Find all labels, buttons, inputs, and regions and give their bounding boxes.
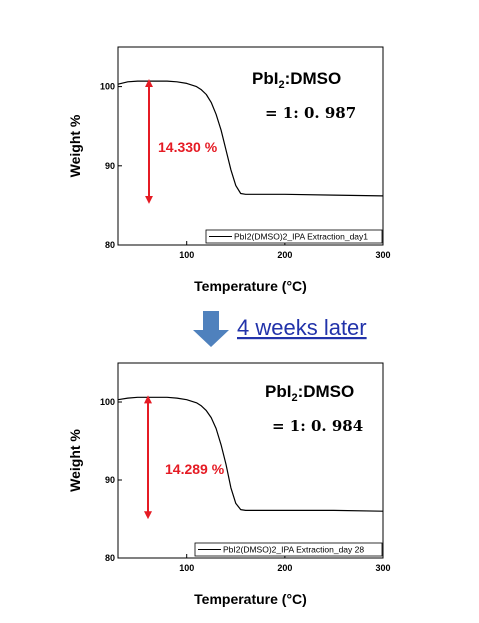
transition-label: 4 weeks later xyxy=(237,315,367,340)
transition-group: 4 weeks later xyxy=(193,311,367,347)
y-tick-label: 100 xyxy=(100,397,115,407)
chart-1: 100 200 300 80 90 100 Weight % Temperature (°C)… xyxy=(67,46,391,294)
y-tick-label: 80 xyxy=(105,240,115,250)
series-line xyxy=(117,396,384,512)
legend-box xyxy=(205,229,383,244)
composition-label: PbI2:DMSO xyxy=(252,69,341,91)
legend-label: PbI2(DMSO)2_IPA Extraction_day 28 xyxy=(223,545,364,555)
plot-frame xyxy=(117,362,384,559)
y-tick-label: 100 xyxy=(100,82,115,92)
composition-label: PbI2:DMSO xyxy=(265,382,354,404)
series-line xyxy=(117,80,384,197)
plot-frame xyxy=(117,46,384,246)
x-tick-label: 300 xyxy=(375,563,390,573)
y-tick-label: 90 xyxy=(105,475,115,485)
mass-loss-label: 14.330 % xyxy=(158,139,218,155)
legend: PbI2(DMSO)2_IPA Extraction_day1 xyxy=(205,229,383,244)
legend-box xyxy=(194,542,383,557)
legend: PbI2(DMSO)2_IPA Extraction_day 28 xyxy=(194,542,383,557)
legend-label: PbI2(DMSO)2_IPA Extraction_day1 xyxy=(234,232,368,242)
x-axis-label: Temperature (°C) xyxy=(194,591,307,607)
x-axis-label: Temperature (°C) xyxy=(194,278,307,294)
y-axis-label: Weight % xyxy=(67,429,83,492)
x-tick-label: 200 xyxy=(277,563,292,573)
mass-loss-label: 14.289 % xyxy=(165,461,225,477)
y-tick-label: 80 xyxy=(105,553,115,563)
chart-2: 100 200 300 80 90 100 Weight % Temperature (°C)… xyxy=(67,362,391,607)
x-tick-label: 100 xyxy=(179,563,194,573)
y-axis-label: Weight % xyxy=(67,114,83,177)
y-tick-label: 90 xyxy=(105,161,115,171)
x-tick-label: 200 xyxy=(277,250,292,260)
down-arrow-icon xyxy=(193,311,229,347)
ratio-label: = 1: 0. 984 xyxy=(272,417,363,435)
x-tick-label: 300 xyxy=(375,250,390,260)
x-tick-label: 100 xyxy=(179,250,194,260)
ratio-label: = 1: 0. 987 xyxy=(265,104,356,122)
